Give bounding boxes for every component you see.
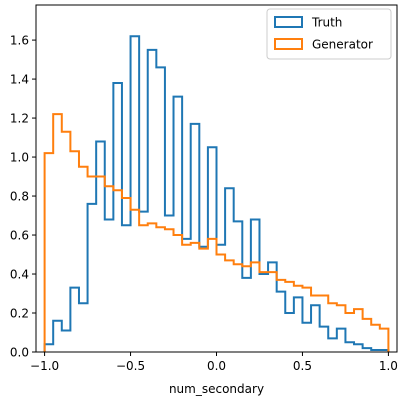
- x-axis-label: num_secondary: [169, 382, 264, 396]
- x-tick-label: −0.5: [116, 359, 145, 373]
- histogram-step-truth: [43, 35, 390, 352]
- axes: −1.0 −0.5 0.0 0.5 1.0 0.0 0.2 0.4 0.6 0.8 1.0 1.2 1.…: [10, 4, 398, 373]
- y-tick-label: 0.4: [10, 268, 29, 282]
- plot-area: [43, 35, 390, 352]
- x-tick-label: 0.5: [293, 359, 312, 373]
- y-tick-label: 1.4: [10, 73, 29, 87]
- y-tick-label: 0.2: [10, 307, 29, 321]
- histogram-step-generator: [43, 113, 390, 352]
- legend-label-truth: Truth: [311, 16, 342, 30]
- legend-swatch-truth: [274, 16, 303, 28]
- y-tick-label: 0.6: [10, 229, 29, 243]
- legend: Truth Generator: [266, 8, 392, 60]
- y-tick-label: 0.0: [10, 346, 29, 360]
- y-tick-label: 1.6: [10, 34, 29, 48]
- legend-frame: [266, 8, 392, 60]
- x-tick-label: 0.0: [207, 359, 226, 373]
- legend-swatch-generator: [274, 38, 303, 50]
- x-tick-label: −1.0: [30, 359, 59, 373]
- y-tick-label: 1.0: [10, 151, 29, 165]
- legend-label-generator: Generator: [312, 38, 373, 52]
- y-tick-label: 0.8: [10, 190, 29, 204]
- y-tick-label: 1.2: [10, 112, 29, 126]
- x-tick-label: 1.0: [379, 359, 398, 373]
